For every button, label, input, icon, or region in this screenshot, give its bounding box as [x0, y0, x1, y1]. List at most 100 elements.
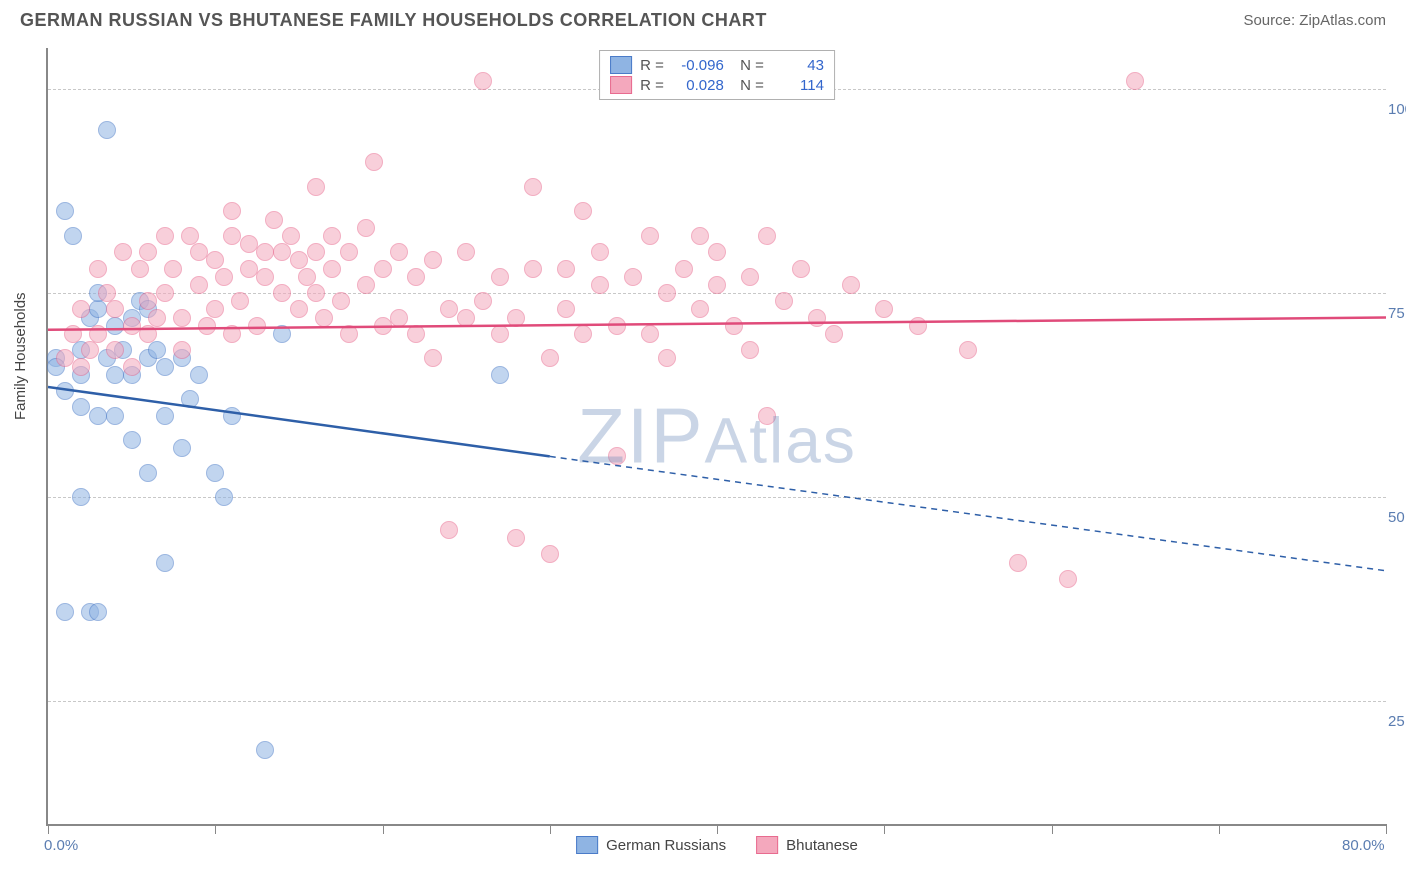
- x-tick: [1052, 824, 1053, 834]
- data-point: [374, 260, 392, 278]
- correlation-legend: R =-0.096 N =43R =0.028 N =114: [599, 50, 835, 100]
- data-point: [557, 260, 575, 278]
- data-point: [206, 464, 224, 482]
- data-point: [340, 243, 358, 261]
- data-point: [524, 260, 542, 278]
- data-point: [474, 292, 492, 310]
- data-point: [591, 243, 609, 261]
- data-point: [357, 219, 375, 237]
- data-point: [223, 227, 241, 245]
- data-point: [457, 243, 475, 261]
- data-point: [608, 447, 626, 465]
- data-point: [708, 243, 726, 261]
- data-point: [825, 325, 843, 343]
- data-point: [72, 358, 90, 376]
- x-tick: [383, 824, 384, 834]
- data-point: [675, 260, 693, 278]
- data-point: [708, 276, 726, 294]
- data-point: [758, 227, 776, 245]
- data-point: [190, 276, 208, 294]
- data-point: [181, 227, 199, 245]
- data-point: [290, 300, 308, 318]
- y-tick-label: 75.0%: [1388, 305, 1406, 322]
- data-point: [206, 251, 224, 269]
- data-point: [624, 268, 642, 286]
- chart-title: GERMAN RUSSIAN VS BHUTANESE FAMILY HOUSE…: [20, 10, 767, 31]
- data-point: [148, 309, 166, 327]
- data-point: [106, 300, 124, 318]
- data-point: [842, 276, 860, 294]
- legend-swatch: [576, 836, 598, 854]
- data-point: [959, 341, 977, 359]
- data-point: [273, 243, 291, 261]
- data-point: [190, 243, 208, 261]
- legend-r-value: -0.096: [672, 57, 724, 74]
- series-legend: German Russians Bhutanese: [576, 836, 858, 854]
- data-point: [72, 488, 90, 506]
- data-point: [139, 243, 157, 261]
- x-tick: [1219, 824, 1220, 834]
- data-point: [658, 349, 676, 367]
- data-point: [248, 317, 266, 335]
- x-tick: [1386, 824, 1387, 834]
- x-tick: [48, 824, 49, 834]
- data-point: [591, 276, 609, 294]
- data-point: [1126, 72, 1144, 90]
- data-point: [198, 317, 216, 335]
- data-point: [357, 276, 375, 294]
- data-point: [98, 121, 116, 139]
- x-tick: [717, 824, 718, 834]
- data-point: [240, 235, 258, 253]
- data-point: [541, 349, 559, 367]
- data-point: [323, 227, 341, 245]
- gridline: [48, 701, 1386, 702]
- data-point: [64, 325, 82, 343]
- legend-swatch: [756, 836, 778, 854]
- data-point: [114, 243, 132, 261]
- data-point: [123, 431, 141, 449]
- data-point: [758, 407, 776, 425]
- data-point: [89, 407, 107, 425]
- data-point: [256, 243, 274, 261]
- legend-series-name: Bhutanese: [786, 837, 858, 854]
- data-point: [156, 227, 174, 245]
- legend-r-label: R =: [640, 77, 664, 94]
- chart-source: Source: ZipAtlas.com: [1243, 12, 1386, 29]
- data-point: [256, 741, 274, 759]
- data-point: [440, 521, 458, 539]
- gridline: [48, 497, 1386, 498]
- data-point: [741, 341, 759, 359]
- y-tick-label: 100.0%: [1388, 101, 1406, 118]
- data-point: [424, 349, 442, 367]
- data-point: [298, 268, 316, 286]
- data-point: [574, 202, 592, 220]
- watermark: ZIPAtlas: [577, 391, 857, 482]
- data-point: [407, 325, 425, 343]
- data-point: [875, 300, 893, 318]
- data-point: [231, 292, 249, 310]
- data-point: [273, 325, 291, 343]
- data-point: [215, 268, 233, 286]
- data-point: [156, 554, 174, 572]
- data-point: [390, 243, 408, 261]
- legend-swatch: [610, 56, 632, 74]
- data-point: [741, 268, 759, 286]
- y-tick-label: 50.0%: [1388, 509, 1406, 526]
- data-point: [507, 309, 525, 327]
- data-point: [491, 325, 509, 343]
- data-point: [424, 251, 442, 269]
- legend-series-item: German Russians: [576, 836, 726, 854]
- data-point: [909, 317, 927, 335]
- data-point: [181, 390, 199, 408]
- data-point: [89, 300, 107, 318]
- data-point: [256, 268, 274, 286]
- data-point: [106, 366, 124, 384]
- y-axis-label: Family Households: [12, 292, 29, 420]
- legend-series-item: Bhutanese: [756, 836, 858, 854]
- data-point: [524, 178, 542, 196]
- data-point: [541, 545, 559, 563]
- data-point: [691, 300, 709, 318]
- data-point: [507, 529, 525, 547]
- data-point: [307, 243, 325, 261]
- x-tick: [550, 824, 551, 834]
